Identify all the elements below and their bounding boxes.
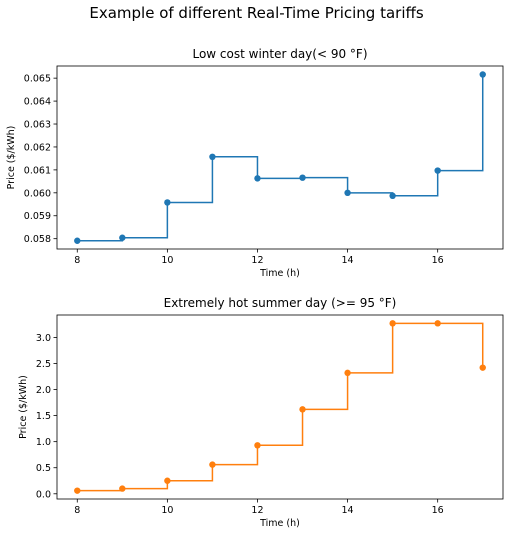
chart-2-ytick-label-7: 3.0: [36, 333, 51, 344]
chart-1-ytick-label-7: 0.064: [24, 97, 51, 108]
chart-2-point-4: [209, 461, 216, 468]
chart-1-ytick-label-4: 0.061: [24, 165, 51, 176]
chart-1-series-line: [77, 74, 484, 242]
chart-2-title: Extremely hot summer day (>= 95 °F): [164, 296, 397, 310]
chart-2-point-10: [479, 364, 486, 371]
chart-1-point-4: [209, 153, 216, 161]
chart-1-ytick-label-2: 0.059: [24, 211, 51, 222]
chart-2-point-3: [164, 477, 171, 484]
chart-1-point-1: [74, 237, 81, 244]
chart-1-ytick-label-3: 0.060: [24, 188, 51, 199]
chart-1-xtick-label-5: 16: [432, 255, 444, 266]
chart-2-point-6: [299, 406, 306, 413]
chart-2-point-2: [119, 485, 126, 492]
figure-suptitle: Example of different Real-Time Pricing t…: [89, 4, 424, 22]
chart-1-ylabel: Price ($/kWh): [6, 126, 17, 190]
chart-2-xtick-label-2: 10: [161, 505, 173, 516]
chart-1-point-6: [299, 174, 306, 181]
chart-1-ytick-label-5: 0.062: [24, 142, 51, 153]
chart-2-ytick-label-4: 1.5: [36, 411, 51, 422]
chart-1-xtick-label-1: 8: [74, 255, 80, 266]
chart-2-xtick-label-1: 8: [74, 505, 80, 516]
chart-2-ytick-label-3: 1.0: [36, 437, 51, 448]
chart-1-xtick-label-2: 10: [161, 255, 173, 266]
chart-1-xtick-label-3: 12: [251, 255, 263, 266]
chart-1-point-7: [344, 189, 351, 197]
chart-2-point-1: [74, 487, 81, 494]
chart-2-point-5: [254, 442, 261, 449]
chart-2-ytick-label-5: 2.0: [36, 385, 51, 396]
chart-2-ylabel: Price ($/kWh): [18, 375, 29, 439]
chart-1-ytick-label-8: 0.065: [24, 74, 51, 85]
chart-2-xtick-label-5: 16: [432, 505, 444, 516]
chart-1-point-8: [389, 192, 396, 199]
chart-1-point-10: [479, 71, 486, 78]
chart-2-plot-frame: [56, 314, 504, 500]
chart-2-point-8: [389, 320, 396, 327]
chart-1-ytick-label-6: 0.063: [24, 120, 51, 131]
chart-1-point-2: [119, 234, 126, 241]
chart-2-xtick-label-4: 14: [342, 505, 354, 516]
chart-1-point-3: [164, 199, 171, 206]
chart-1-ytick-label-1: 0.058: [24, 234, 51, 245]
chart-1-xlabel: Time (h): [259, 268, 300, 279]
chart-1-point-5: [254, 175, 261, 182]
chart-2-series-line: [77, 322, 484, 492]
chart-2-point-7: [344, 369, 351, 377]
chart-2-xtick-label-3: 12: [251, 505, 263, 516]
chart-2-point-9: [434, 320, 441, 327]
chart-1-point-9: [434, 167, 441, 174]
chart-1-plot-frame: [56, 65, 504, 250]
chart-2-ytick-label-2: 0.5: [36, 463, 51, 474]
chart-2-ytick-label-1: 0.0: [36, 489, 51, 500]
chart-1-title: Low cost winter day(< 90 °F): [192, 47, 367, 61]
chart-1-xtick-label-4: 14: [342, 255, 354, 266]
chart-2-ytick-label-6: 2.5: [36, 359, 51, 370]
chart-2-xlabel: Time (h): [259, 518, 300, 529]
